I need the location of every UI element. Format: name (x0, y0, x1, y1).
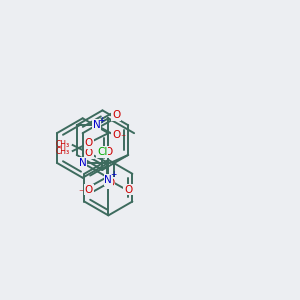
Text: +: + (98, 116, 105, 125)
Text: O: O (84, 148, 93, 158)
Text: O: O (84, 184, 93, 195)
Text: +: + (110, 170, 116, 179)
Text: O: O (124, 184, 132, 195)
Text: CH₃: CH₃ (56, 140, 70, 148)
Text: O: O (112, 130, 121, 140)
Text: N: N (79, 158, 86, 168)
Text: ⁻: ⁻ (78, 189, 83, 199)
Text: O: O (104, 147, 112, 157)
Text: ⁻: ⁻ (121, 133, 126, 143)
Text: N: N (93, 120, 101, 130)
Text: O: O (106, 178, 115, 188)
Text: O: O (112, 110, 121, 120)
Text: Cl: Cl (97, 147, 108, 157)
Text: N: N (104, 175, 112, 185)
Text: CH₃: CH₃ (56, 148, 70, 157)
Text: O: O (84, 138, 93, 148)
